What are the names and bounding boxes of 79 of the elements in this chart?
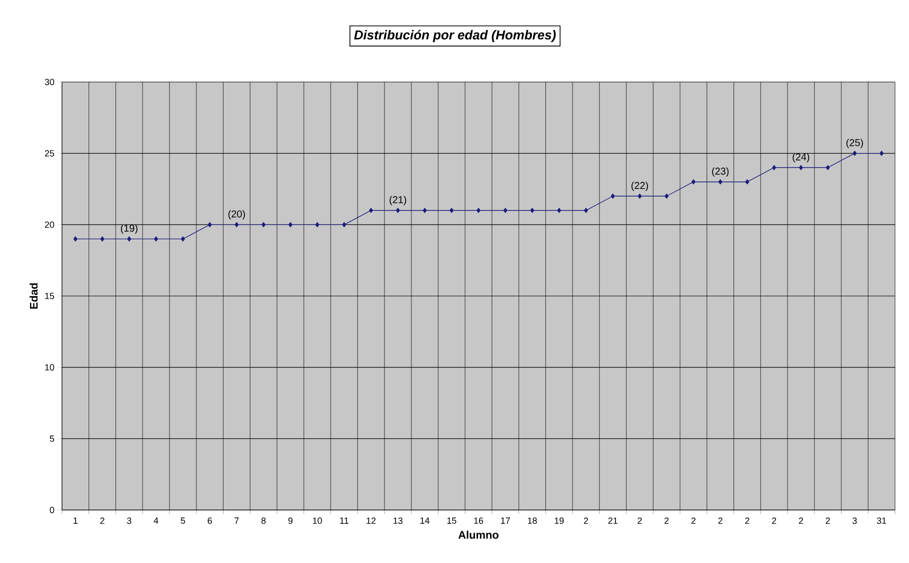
point xyxy=(745,179,750,184)
point xyxy=(396,208,400,213)
x-tick-label: 2 xyxy=(691,518,696,524)
point xyxy=(342,222,346,228)
x-tick-label: 2 xyxy=(638,518,642,524)
x-tick-label: 9 xyxy=(288,518,292,524)
y-tick-label: 15 xyxy=(45,292,54,300)
point xyxy=(262,222,266,228)
point xyxy=(180,236,185,242)
x-tick-label: 31 xyxy=(876,518,886,524)
point xyxy=(154,236,158,242)
data-label: (23) xyxy=(712,167,729,177)
point xyxy=(664,194,669,199)
x-tick-label: 2 xyxy=(100,518,104,524)
x-tick-label: 2 xyxy=(826,518,830,524)
point xyxy=(315,222,320,228)
x-tick-label: 2 xyxy=(772,518,776,524)
data-label: (20) xyxy=(228,210,245,220)
y-axis-title: Edad xyxy=(30,283,38,309)
data-label: (19) xyxy=(120,224,138,234)
point xyxy=(610,194,615,199)
point xyxy=(476,208,480,213)
point xyxy=(798,165,803,170)
data-label: (22) xyxy=(631,182,648,191)
point xyxy=(880,150,884,156)
point xyxy=(557,208,562,213)
point xyxy=(503,208,508,213)
point xyxy=(73,236,78,242)
point xyxy=(234,222,239,228)
point xyxy=(288,222,292,228)
y-tick-label: 5 xyxy=(50,436,54,442)
point xyxy=(826,165,830,170)
x-tick-label: 18 xyxy=(528,518,537,524)
point xyxy=(691,179,696,184)
x-tick-label: 19 xyxy=(554,518,564,524)
point xyxy=(638,194,642,199)
x-tick-label: 11 xyxy=(340,518,348,524)
x-tick-label: 8 xyxy=(261,518,266,524)
point xyxy=(127,236,132,242)
x-tick-label: 7 xyxy=(234,518,239,524)
point xyxy=(369,208,374,213)
x-tick-label: 15 xyxy=(447,518,456,524)
point xyxy=(530,208,534,213)
data-label: (21) xyxy=(390,196,406,206)
x-tick-label: 16 xyxy=(474,518,484,524)
y-tick-label: 20 xyxy=(44,221,54,228)
y-tick-label: 30 xyxy=(44,78,54,86)
point xyxy=(450,208,454,213)
y-tick-label: 10 xyxy=(45,364,54,371)
x-tick-label: 2 xyxy=(584,518,588,524)
x-tick-label: 4 xyxy=(154,518,158,524)
point xyxy=(584,208,588,213)
x-tick-label: 1 xyxy=(74,518,78,524)
x-tick-label: 2 xyxy=(745,518,750,524)
y-tick-label: 0 xyxy=(50,506,54,514)
x-tick-label: 21 xyxy=(608,518,618,524)
x-tick-label: 13 xyxy=(394,518,402,524)
point xyxy=(422,208,427,213)
point xyxy=(208,222,212,228)
point xyxy=(852,150,857,156)
point xyxy=(772,165,776,170)
x-tick-label: 17 xyxy=(501,518,510,524)
x-axis-title: Alumno xyxy=(458,530,498,539)
x-tick-label: 10 xyxy=(312,518,322,524)
data-label: (24) xyxy=(792,153,810,162)
chart-title: Distribución por edad (Hombres) xyxy=(354,30,556,42)
x-tick-label: 3 xyxy=(127,518,132,524)
x-tick-label: 14 xyxy=(420,518,430,524)
x-tick-label: 5 xyxy=(180,518,186,524)
x-tick-label: 2 xyxy=(718,518,722,524)
x-tick-label: 2 xyxy=(664,518,669,524)
point xyxy=(718,179,722,184)
y-tick-label: 25 xyxy=(44,150,54,157)
data-label: (25) xyxy=(846,138,863,148)
point xyxy=(100,236,104,242)
x-tick-label: 3 xyxy=(852,518,857,524)
x-tick-label: 12 xyxy=(366,518,376,524)
x-tick-label: 6 xyxy=(208,518,212,524)
x-tick-label: 2 xyxy=(798,518,803,524)
